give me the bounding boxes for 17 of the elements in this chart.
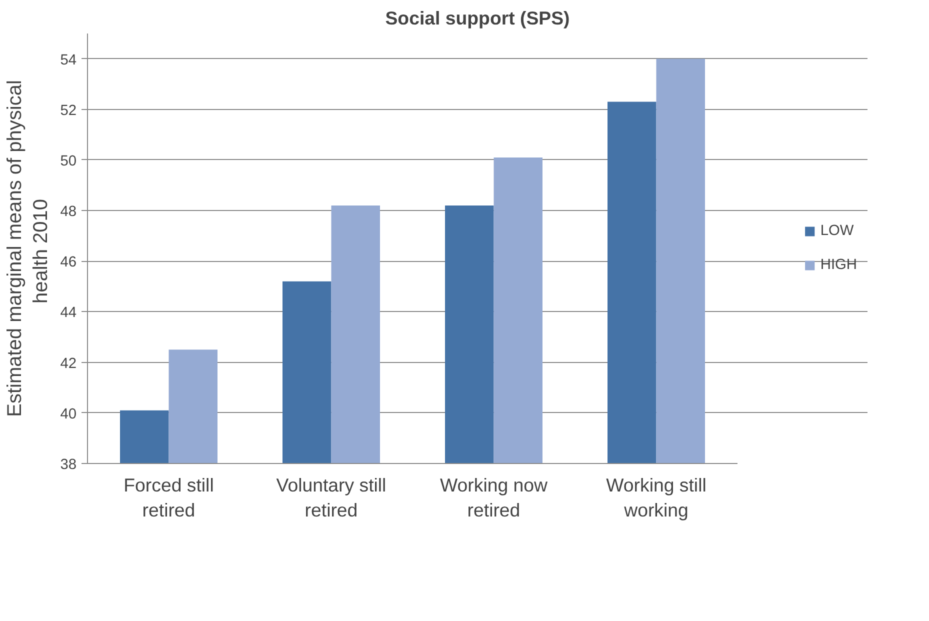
- x-tick-label: Working now retired: [440, 474, 548, 521]
- chart-title: Social support (SPS): [385, 8, 570, 28]
- x-tick-label: Working still working: [606, 474, 706, 521]
- y-tick-label: 50: [60, 153, 77, 170]
- x-tick-label: Forced still retired: [124, 474, 214, 521]
- y-tick-label: 48: [60, 204, 77, 220]
- legend-label: HIGH: [820, 257, 857, 273]
- y-tick-label: 52: [60, 102, 77, 119]
- y-tick-label: 46: [60, 254, 77, 271]
- legend-label: LOW: [820, 223, 854, 239]
- y-tick-label: 38: [60, 457, 77, 473]
- y-axis-title: Estimated marginal means of physical health 2010: [4, 80, 52, 417]
- y-tick-label: 54: [60, 52, 77, 68]
- x-tick-label: Voluntary still retired: [276, 474, 386, 521]
- y-tick-label: 44: [60, 305, 77, 322]
- y-tick-label: 42: [60, 356, 77, 372]
- y-tick-label: 40: [60, 406, 77, 422]
